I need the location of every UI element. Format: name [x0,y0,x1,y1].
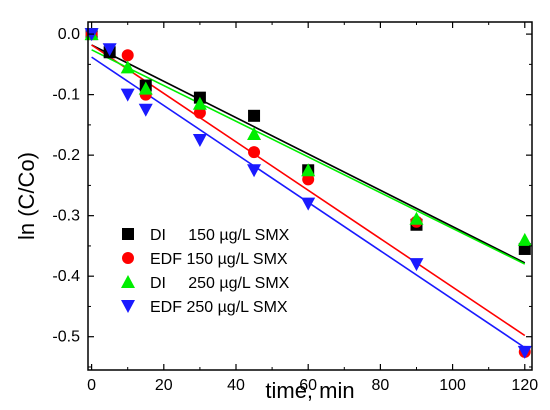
data-point-square [122,228,134,240]
x-tick-label: 100 [439,377,466,394]
plot-frame [87,21,533,371]
data-point-triangle-up [247,126,262,140]
x-axis-ticks: 0 20 40 60 80 100 120 [87,22,538,394]
data-point-triangle-up [121,275,135,288]
fit-line [91,49,526,265]
x-tick-label: 40 [227,377,245,394]
x-tick-label: 20 [155,377,173,394]
legend: DI 150 µg/L SMX EDF 150 µg/L SMX DI 250 µg… [121,227,290,316]
fit-line [91,44,526,264]
data-point-circle [302,173,315,186]
x-tick-label: 0 [87,377,96,394]
data-point-triangle-down [247,164,262,178]
legend-label: DI 250 µg/L SMX [150,275,290,292]
y-tick-label: -0.1 [52,87,80,104]
data-point-circle [121,49,134,62]
data-point-square [518,242,531,255]
y-tick-label: -0.5 [52,329,80,346]
x-tick-label: 80 [371,377,389,394]
data-point-triangle-down [120,88,135,102]
data-point-triangle-down [409,258,424,272]
y-tick-label: -0.3 [52,208,80,225]
x-tick-label: 60 [299,377,317,394]
data-point-triangle-down [517,345,532,359]
y-tick-label: -0.2 [52,147,80,164]
data-point-triangle-down [301,197,316,211]
data-point-triangle-down [192,134,207,148]
data-point-circle [122,252,134,264]
data-point-triangle-up [120,60,135,74]
data-point-triangle-down [138,103,153,117]
y-axis-title: ln (C/Co) [14,152,39,240]
y-axis-ticks: 0.0 -0.1 -0.2 -0.3 -0.4 -0.5 [52,26,532,368]
legend-label: EDF 150 µg/L SMX [150,251,288,268]
data-point-triangle-up [517,232,532,246]
data-point-circle [248,146,261,159]
data-point-triangle-down [102,43,117,57]
data-point-square [248,109,261,122]
y-tick-label: 0.0 [58,26,80,43]
fit-line [91,44,526,337]
x-tick-label: 120 [511,377,538,394]
legend-label: DI 150 µg/L SMX [150,227,290,244]
data-point-triangle-up [301,163,316,177]
legend-label: EDF 250 µg/L SMX [150,299,288,316]
y-tick-label: -0.4 [52,268,80,285]
data-point-triangle-down [121,300,135,313]
x-axis-title: time, min [265,378,354,403]
data-point-triangle-up [138,81,153,95]
data-point-circle [193,106,206,119]
data-point-triangle-up [409,211,424,225]
data-point-triangle-up [192,96,207,110]
